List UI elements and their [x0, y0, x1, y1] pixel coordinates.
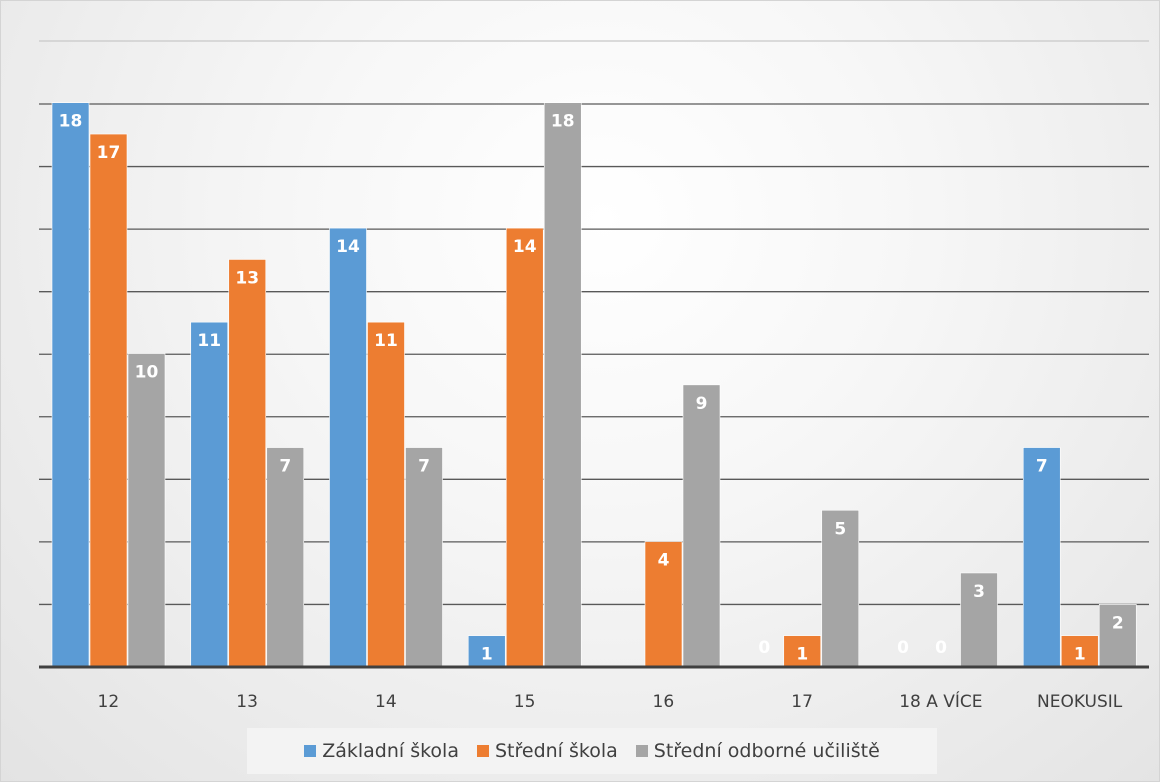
data-label: 3	[973, 582, 985, 602]
data-label: 1	[481, 645, 493, 665]
x-tick-label: NEOKUSIL	[1037, 692, 1123, 712]
bar-2-0	[329, 227, 367, 668]
bar-2-2	[405, 447, 443, 668]
data-label: 0	[897, 638, 909, 658]
data-label: 14	[336, 237, 360, 257]
legend-label: Střední škola	[494, 740, 618, 762]
data-label: 11	[374, 331, 398, 351]
data-label: 0	[935, 638, 947, 658]
bar-0-0	[51, 102, 90, 668]
data-label: 13	[235, 268, 259, 288]
legend-label: Základní škola	[322, 740, 459, 762]
bar-4-1	[644, 541, 683, 668]
data-label: 14	[513, 237, 537, 257]
data-label: 4	[658, 551, 670, 571]
bar-1-0	[190, 321, 229, 668]
bar-3-0	[467, 635, 506, 668]
legend-item: Základní škola	[304, 740, 459, 762]
bar-0-2	[127, 353, 166, 668]
legend-swatch	[476, 745, 489, 757]
bar-5-2	[821, 509, 860, 668]
data-label: 7	[418, 457, 430, 477]
x-tick-label: 14	[375, 692, 397, 712]
bar-2-1	[367, 321, 405, 668]
data-label: 9	[696, 394, 708, 414]
x-tick-label: 12	[98, 692, 120, 712]
legend-item: Střední odborné učiliště	[635, 740, 880, 762]
bar-3-1	[505, 227, 544, 668]
bar-7-1	[1060, 635, 1099, 668]
x-tick-label: 16	[653, 692, 675, 712]
bar-3-2	[543, 102, 582, 668]
legend-swatch	[304, 745, 317, 757]
bar-4-2	[682, 384, 721, 668]
data-label: 7	[1036, 457, 1048, 477]
bar-7-2	[1098, 603, 1137, 668]
data-label: 1	[1074, 645, 1086, 665]
data-label: 10	[135, 363, 159, 383]
x-tick-label: 13	[236, 692, 258, 712]
data-label: 0	[758, 638, 770, 658]
data-label: 2	[1112, 613, 1124, 633]
x-tick-label: 17	[791, 692, 813, 712]
bar-1-1	[228, 259, 267, 668]
data-label: 17	[97, 143, 121, 163]
x-tick-label: 15	[514, 692, 536, 712]
data-label: 11	[197, 331, 221, 351]
data-label: 7	[279, 457, 291, 477]
data-label: 18	[551, 112, 575, 132]
legend-label: Střední odborné učiliště	[653, 740, 880, 762]
legend-item: Střední škola	[476, 740, 618, 762]
chart-legend: Základní škola Střední škola Střední odbor…	[247, 728, 937, 774]
data-label: 5	[834, 519, 846, 539]
x-tick-label: 18 A VÍCE	[899, 690, 982, 712]
bar-1-2	[266, 447, 305, 668]
bar-7-0	[1022, 447, 1061, 668]
data-label: 18	[59, 112, 83, 132]
bar-6-2	[960, 572, 998, 668]
bar-0-1	[89, 133, 128, 668]
legend-swatch	[635, 745, 648, 757]
data-label: 1	[796, 645, 808, 665]
